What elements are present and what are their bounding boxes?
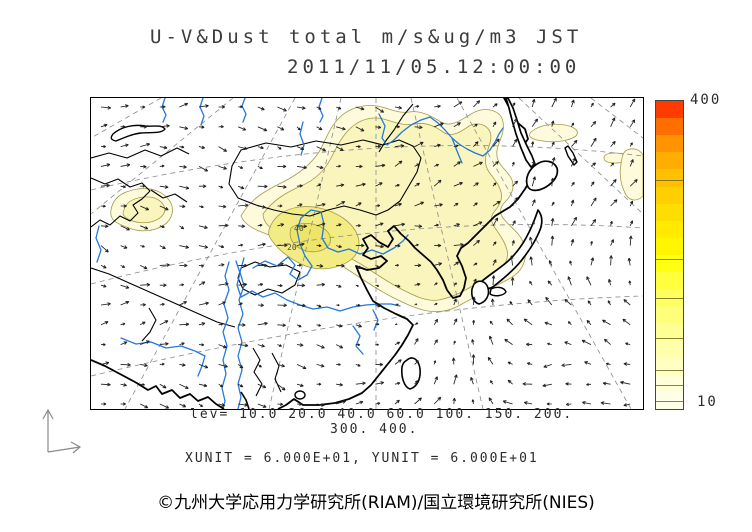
colorbar-tick <box>656 385 683 387</box>
colorbar-segment <box>656 152 683 170</box>
island-hainan <box>294 390 306 400</box>
river-yellow <box>252 209 409 281</box>
coast-india <box>91 359 225 409</box>
island-sakhalin <box>505 98 536 168</box>
colorbar-segment <box>656 203 683 221</box>
island-hokkaido <box>525 160 559 192</box>
colorbar-segment <box>656 118 683 136</box>
vector-scale-arrows <box>42 408 82 454</box>
colorbar-segment <box>656 340 683 358</box>
colorbar-segment <box>656 374 683 392</box>
y-arrow <box>42 408 54 452</box>
map-frame: 40 20 <box>90 97 644 410</box>
footer-copyright: ©九州大学応用力学研究所(RIAM)/国立環境研究所(NIES) <box>157 493 595 513</box>
dust-patch-northeast <box>529 123 578 143</box>
legend-units: XUNIT = 6.000E+01, YUNIT = 6.000E+01 <box>185 451 539 466</box>
colorbar-segment <box>656 135 683 153</box>
x-arrow <box>47 441 82 454</box>
plot-title-line2: 2011/11/05.12:00:00 <box>287 56 581 78</box>
colorbar-tick <box>656 180 683 181</box>
wind-vector-field <box>100 98 638 409</box>
colorbar-segment <box>656 237 683 255</box>
legend-levels-line2: 300. 400. <box>330 422 419 437</box>
colorbar-segment <box>656 220 683 238</box>
dust-shading <box>110 105 643 312</box>
lake-balkhash <box>110 124 166 142</box>
coastlines <box>91 98 578 409</box>
colorbar <box>655 100 684 410</box>
colorbar-tick <box>656 337 683 339</box>
colorbar-segment <box>656 357 683 375</box>
colorbar-gradient <box>656 101 683 409</box>
colorbar-segment <box>656 306 683 324</box>
island-shikoku <box>489 286 507 297</box>
map-canvas <box>91 98 643 409</box>
colorbar-tick <box>656 298 683 300</box>
colorbar-segment <box>656 254 683 273</box>
river-amur <box>378 113 504 157</box>
dust-main-lev20 <box>262 117 508 301</box>
island-kyushu <box>470 280 490 305</box>
colorbar-tick <box>656 401 683 403</box>
island-honshu <box>480 209 543 290</box>
colorbar-segment <box>656 272 683 290</box>
colorbar-tick <box>656 369 683 371</box>
colorbar-segment <box>656 323 683 341</box>
plot-title-line1: U-V&Dust total m/s&ug/m3 JST <box>150 26 583 48</box>
river-mekong <box>237 257 245 409</box>
colorbar-segment <box>656 101 683 119</box>
dust-west-oval-lev20 <box>122 196 166 224</box>
legend-levels-line1: lev= 10.0 20.0 40.0 60.0 100. 150. 200. <box>190 407 574 422</box>
colorbar-tick <box>656 258 683 260</box>
colorbar-segment <box>656 186 683 204</box>
dust-patch-right-edge <box>619 148 643 201</box>
island-kuril <box>564 145 578 166</box>
coast-mainland <box>277 98 536 409</box>
colorbar-max-label: 400 <box>690 92 722 108</box>
colorbar-segment <box>656 391 683 409</box>
colorbar-segment <box>656 169 683 187</box>
colorbar-segment <box>656 289 683 307</box>
colorbar-min-label: 10 <box>697 394 718 410</box>
wind-vectors <box>100 98 638 409</box>
